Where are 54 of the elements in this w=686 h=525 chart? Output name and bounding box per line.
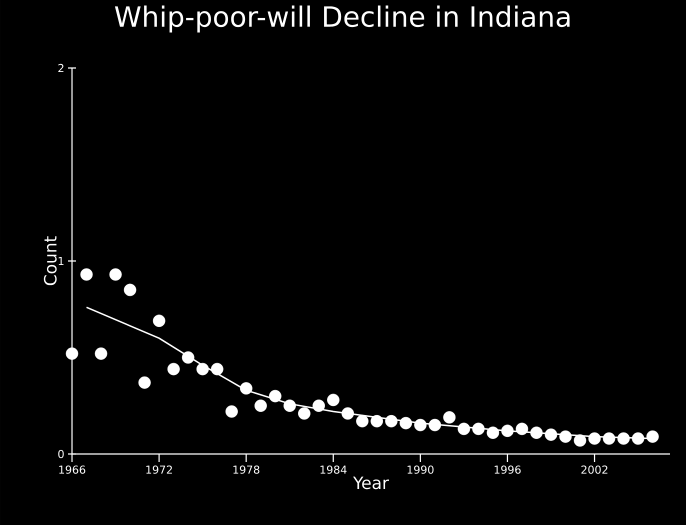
x-tick-label: 1966 — [59, 466, 86, 474]
point — [617, 432, 630, 445]
point — [588, 432, 601, 445]
y-axis-title: Count — [44, 236, 57, 286]
point — [602, 432, 616, 445]
x-tick-label: 1990 — [408, 466, 434, 474]
point — [124, 284, 136, 296]
point — [152, 314, 166, 328]
point — [225, 405, 238, 418]
x-tick-label: 1984 — [320, 466, 347, 474]
x-tick-label: 1972 — [146, 466, 172, 474]
x-axis-title: Year — [353, 476, 389, 490]
point — [298, 407, 310, 420]
point — [182, 351, 194, 364]
point — [109, 268, 122, 281]
point — [167, 362, 180, 376]
point — [414, 418, 427, 432]
point — [428, 418, 442, 432]
point — [472, 422, 485, 436]
point — [254, 400, 267, 412]
point — [269, 390, 282, 402]
point — [530, 426, 543, 439]
point — [385, 414, 398, 428]
y-tick-label: 1 — [58, 256, 64, 265]
point — [646, 430, 659, 443]
chart-title: Whip-poor-will Decline in Indiana — [114, 6, 570, 32]
point — [240, 382, 252, 395]
point — [632, 432, 644, 445]
x-tick-label: 2002 — [581, 466, 608, 474]
x-tick-label: 1996 — [494, 466, 521, 474]
point — [342, 407, 354, 420]
y-tick-label: 2 — [58, 64, 64, 72]
point — [370, 414, 384, 428]
point — [66, 347, 78, 360]
point — [80, 268, 93, 281]
point — [196, 362, 209, 376]
point — [559, 430, 572, 443]
point — [138, 376, 151, 389]
y-tick-label: 0 — [58, 450, 64, 458]
point — [516, 422, 528, 436]
point — [210, 362, 224, 376]
point — [284, 400, 296, 412]
point — [327, 394, 340, 406]
point — [400, 416, 412, 430]
point — [486, 426, 500, 439]
point — [501, 424, 514, 438]
point — [574, 434, 586, 447]
point — [544, 428, 558, 441]
point — [312, 400, 325, 412]
point — [94, 347, 108, 360]
point — [356, 414, 368, 428]
point — [458, 422, 470, 436]
x-tick-label: 1978 — [233, 466, 260, 474]
point — [443, 411, 456, 424]
